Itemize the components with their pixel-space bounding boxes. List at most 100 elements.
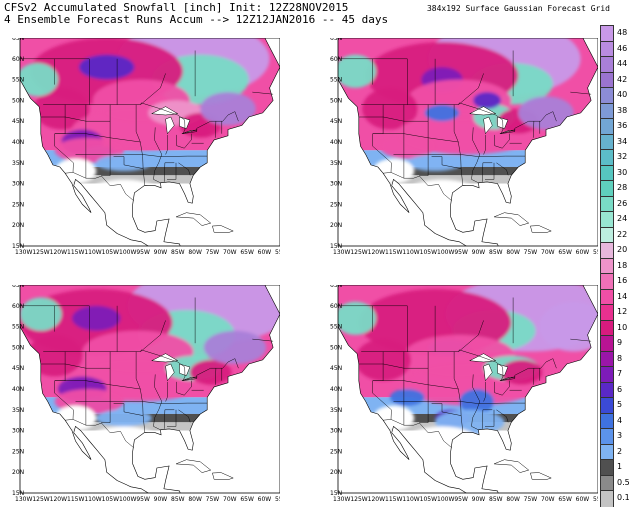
colorbar-label: 1	[617, 462, 623, 471]
longitude-label: 115W	[67, 496, 84, 503]
longitude-label: 130W	[15, 496, 32, 503]
longitude-label: 60W	[258, 249, 272, 256]
colorbar-swatch	[600, 87, 614, 104]
colorbar-label: 32	[617, 152, 628, 161]
latitude-label: 45N	[330, 118, 342, 125]
snowfall-colorbar: 48 46 44 42 40 38 36 34 32 30 28 26 24 22 20 18 16 14 12 10…	[600, 25, 640, 510]
colorbar-label: 7	[617, 369, 623, 378]
longitude-label: 105W	[420, 496, 437, 503]
forecast-panel-run-2: 65N 60N 55N 50N 45N 40N 35N 30N 25N 20N 15N 130W 125…	[330, 38, 598, 256]
longitude-label: 110W	[84, 496, 101, 503]
forecast-panel-run-3: 65N 60N 55N 50N 45N 40N 35N 30N 25N 20N 15N 130W 125…	[12, 285, 280, 503]
colorbar-swatch	[600, 459, 614, 476]
colorbar-swatch	[600, 211, 614, 228]
colorbar-swatch	[600, 366, 614, 383]
colorbar-swatch	[600, 335, 614, 352]
longitude-label: 60W	[258, 496, 272, 503]
latitude-label: 50N	[12, 344, 24, 351]
latitude-label: 15N	[330, 243, 342, 250]
longitude-label: 70W	[541, 496, 555, 503]
longitude-label: 95W	[454, 496, 468, 503]
longitude-label: 125W	[32, 496, 49, 503]
colorbar-swatch	[600, 118, 614, 135]
longitude-label: 95W	[136, 496, 150, 503]
colorbar-label: 30	[617, 167, 628, 177]
colorbar-label: 5	[617, 400, 623, 409]
colorbar-swatch	[600, 180, 614, 197]
longitude-label: 80W	[188, 496, 202, 503]
latitude-label: 65N	[12, 285, 24, 289]
colorbar-swatch	[600, 195, 614, 212]
longitude-label: 85W	[489, 249, 503, 256]
colorbar-swatch	[600, 350, 614, 367]
longitude-label: 100W	[437, 249, 454, 256]
colorbar-label: 48	[617, 28, 628, 37]
colorbar-swatch	[600, 56, 614, 73]
latitude-label: 30N	[12, 428, 24, 435]
longitude-label: 95W	[136, 249, 150, 256]
colorbar-swatch	[600, 149, 614, 166]
longitude-label: 100W	[119, 496, 136, 503]
latitude-label: 20N	[12, 469, 24, 476]
latitude-label: 45N	[12, 365, 24, 372]
latitude-label: 50N	[330, 344, 342, 351]
colorbar-swatch	[600, 164, 614, 181]
longitude-label: 80W	[506, 249, 520, 256]
colorbar-swatch	[600, 412, 614, 429]
longitude-label: 75W	[206, 496, 220, 503]
colorbar-label: 0.1	[617, 493, 630, 502]
colorbar-swatch	[600, 226, 614, 243]
colorbar-swatch	[600, 71, 614, 88]
colorbar-label: 44	[617, 59, 628, 68]
latitude-label: 40N	[12, 139, 24, 146]
latitude-label: 60N	[330, 56, 342, 63]
latitude-label: 50N	[330, 97, 342, 104]
colorbar-swatch	[600, 397, 614, 414]
longitude-label: 80W	[506, 496, 520, 503]
latitude-label: 30N	[330, 428, 342, 435]
colorbar-label: 3	[617, 431, 623, 440]
latitude-label: 30N	[330, 181, 342, 188]
colorbar-swatch	[600, 25, 614, 42]
colorbar-label: 6	[617, 384, 623, 394]
colorbar-swatch	[600, 428, 614, 445]
latitude-label: 55N	[330, 324, 342, 331]
latitude-label: 55N	[12, 324, 24, 331]
longitude-label: 110W	[84, 249, 101, 256]
colorbar-swatch	[600, 273, 614, 290]
longitude-label: 55W	[593, 496, 598, 503]
latitude-label: 50N	[12, 97, 24, 104]
colorbar-label: 36	[617, 121, 628, 130]
longitude-label: 85W	[489, 496, 503, 503]
colorbar-swatch	[600, 257, 614, 274]
colorbar-label: 28	[617, 183, 628, 192]
longitude-label: 60W	[576, 249, 590, 256]
colorbar-swatch	[600, 381, 614, 398]
longitude-label: 120W	[368, 496, 385, 503]
longitude-label: 75W	[206, 249, 220, 256]
colorbar-label: 38	[617, 105, 628, 115]
longitude-label: 115W	[385, 496, 402, 503]
latitude-label: 35N	[12, 407, 24, 414]
colorbar-swatch	[600, 319, 614, 336]
longitude-label: 110W	[402, 496, 419, 503]
colorbar-label: 8	[617, 353, 623, 363]
longitude-label: 65W	[558, 496, 572, 503]
colorbar-swatch	[600, 102, 614, 119]
latitude-label: 30N	[12, 181, 24, 188]
longitude-label: 95W	[454, 249, 468, 256]
colorbar-swatch	[600, 40, 614, 57]
longitude-label: 65W	[240, 496, 254, 503]
latitude-label: 65N	[330, 38, 342, 42]
latitude-label: 55N	[12, 77, 24, 84]
longitude-label: 90W	[472, 496, 486, 503]
longitude-label: 100W	[119, 249, 136, 256]
longitude-label: 80W	[188, 249, 202, 256]
colorbar-swatch	[600, 304, 614, 321]
colorbar-swatch	[600, 288, 614, 305]
latitude-label: 55N	[330, 77, 342, 84]
latitude-label: 20N	[330, 222, 342, 229]
longitude-label: 65W	[558, 249, 572, 256]
latitude-label: 40N	[330, 139, 342, 146]
